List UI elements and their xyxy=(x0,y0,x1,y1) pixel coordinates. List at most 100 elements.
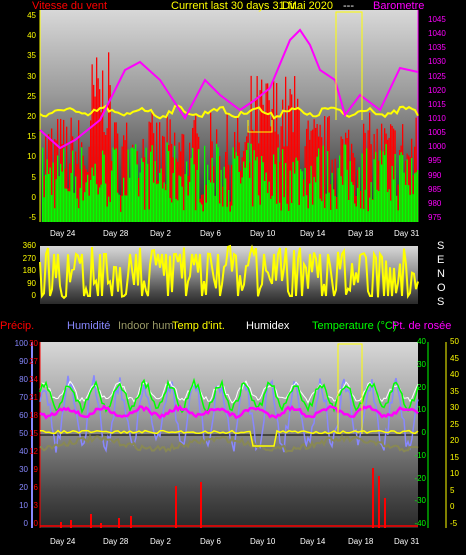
wind-gust-bar xyxy=(256,156,258,222)
wind-gust-bar xyxy=(55,179,57,222)
wind-speed-bar xyxy=(367,130,369,222)
wind-gust-bar xyxy=(267,193,269,222)
wind-gust-bar xyxy=(262,162,264,222)
wind-gust-bar xyxy=(186,161,188,222)
wind-speed-bar xyxy=(307,120,309,222)
wind-speed-title: Vitesse du vent xyxy=(32,0,108,12)
right-axis-tick: 40 xyxy=(450,370,459,380)
wind-speed-bar xyxy=(97,78,99,222)
wind-speed-bar xyxy=(289,88,291,222)
wind-gust-bar xyxy=(226,206,228,222)
wind-gust-bar xyxy=(240,183,242,222)
indoor-humidity-line xyxy=(39,433,419,454)
wind-gust-bar xyxy=(325,193,327,222)
wind-gust-bar xyxy=(270,198,272,222)
wind-temp-line xyxy=(39,104,419,120)
wind-speed-bar xyxy=(415,117,417,222)
wind-gust-bar xyxy=(72,150,74,222)
wind-gust-bar xyxy=(213,182,215,222)
wind-speed-bar xyxy=(388,137,390,222)
wind-gust-bar xyxy=(217,147,219,222)
x-axis-label: Day 24 xyxy=(50,537,76,546)
wind-speed-bar xyxy=(70,117,72,222)
wind-gust-bar xyxy=(273,154,275,222)
temp-hum-chart xyxy=(31,342,447,528)
wind-gust-bar xyxy=(277,147,279,222)
wind-gust-bar xyxy=(355,206,357,222)
wind-speed-bar xyxy=(144,157,146,222)
wind-gust-bar xyxy=(144,209,146,222)
wind-gust-bar xyxy=(81,147,83,222)
wind-gust-bar xyxy=(301,171,303,222)
wind-gust-bar xyxy=(103,154,105,222)
wind-gust-bar xyxy=(175,198,177,222)
wind-gust-bar xyxy=(345,144,347,222)
wind-speed-bar xyxy=(267,83,269,222)
wind-gust-bar xyxy=(115,148,117,222)
precip-axis-tick: 30 xyxy=(29,339,38,348)
wind-gust-bar xyxy=(63,148,65,222)
wind-gust-bar xyxy=(153,182,155,222)
right-axis-tick: -5 xyxy=(450,519,458,528)
wind-gust-bar xyxy=(399,155,401,222)
wind-gust-bar xyxy=(328,192,330,222)
x-axis-label: Day 14 xyxy=(300,229,326,238)
wind-gust-bar xyxy=(346,169,348,222)
wind-gust-bar xyxy=(60,163,62,222)
wind-gust-bar xyxy=(304,167,306,222)
wind-axis-tick: 25 xyxy=(27,91,36,101)
wind-gust-bar xyxy=(289,170,291,222)
humidity-axis-tick: 50 xyxy=(19,429,28,438)
wind-gust-bar xyxy=(150,151,152,222)
temp-hum-panel: Précip. Humidité Indoor hum Temp d'int. Humi… xyxy=(0,314,466,555)
wind-gust-bar xyxy=(183,210,185,222)
direction-letter: S xyxy=(437,296,445,308)
wind-gust-bar xyxy=(157,183,159,222)
direction-letter: N xyxy=(437,268,445,280)
wind-gust-bar xyxy=(141,158,143,222)
wind-gust-bar xyxy=(309,183,311,222)
precip-axis-tick: 9 xyxy=(33,465,38,474)
right-axis-tick: 5 xyxy=(450,485,455,495)
humidity-axis-tick: 0 xyxy=(23,519,28,528)
wind-gust-bars xyxy=(42,142,419,222)
wind-gust-bar xyxy=(223,166,225,222)
wind-speed-bar xyxy=(76,164,78,222)
wind-speed-bar xyxy=(117,133,119,222)
dir-box-outline xyxy=(247,11,363,133)
wind-speed-bar xyxy=(297,98,299,222)
wind-speed-bar xyxy=(163,136,165,222)
wind-speed-bar xyxy=(177,161,179,222)
wind-gust-bar xyxy=(124,195,126,222)
wind-gust-bar xyxy=(210,182,212,222)
wind-gust-bar xyxy=(394,153,396,222)
wind-speed-bar xyxy=(259,90,261,222)
wind-gust-bar xyxy=(264,180,266,222)
legend-entry: Pt. de rosée xyxy=(392,320,452,332)
wind-gust-bar xyxy=(351,181,353,222)
wind-gust-bar xyxy=(69,191,71,222)
right-axis-tick: 30 xyxy=(450,403,459,413)
wind-speed-bar xyxy=(195,115,197,222)
baro-axis-tick: 975 xyxy=(428,213,442,222)
chart-title: Current last 30 days 31 Mai 2020 xyxy=(171,0,334,12)
wind-gust-bar xyxy=(204,145,206,222)
temperature-line xyxy=(39,377,419,414)
wind-gust-bar xyxy=(201,204,203,222)
wind-axis-tick: 0 xyxy=(31,192,36,202)
wind-gust-bar xyxy=(43,197,45,222)
wind-gust-bar xyxy=(109,201,111,222)
wind-gust-bar xyxy=(220,169,222,222)
wind-speed-bar xyxy=(276,83,278,222)
wind-gust-bar xyxy=(132,147,134,222)
wind-speed-bar xyxy=(94,96,96,222)
wind-speed-bar xyxy=(121,146,123,222)
wind-gust-bar xyxy=(229,211,231,222)
wind-gust-bar xyxy=(414,173,416,222)
wind-gust-bar xyxy=(318,148,320,222)
legend-entry: Temperature (°C) xyxy=(312,320,397,332)
wind-speed-bar xyxy=(360,190,362,222)
wind-gust-bar xyxy=(73,192,75,222)
right-axis-tick: 45 xyxy=(450,353,459,363)
wind-gust-bar xyxy=(147,163,149,222)
